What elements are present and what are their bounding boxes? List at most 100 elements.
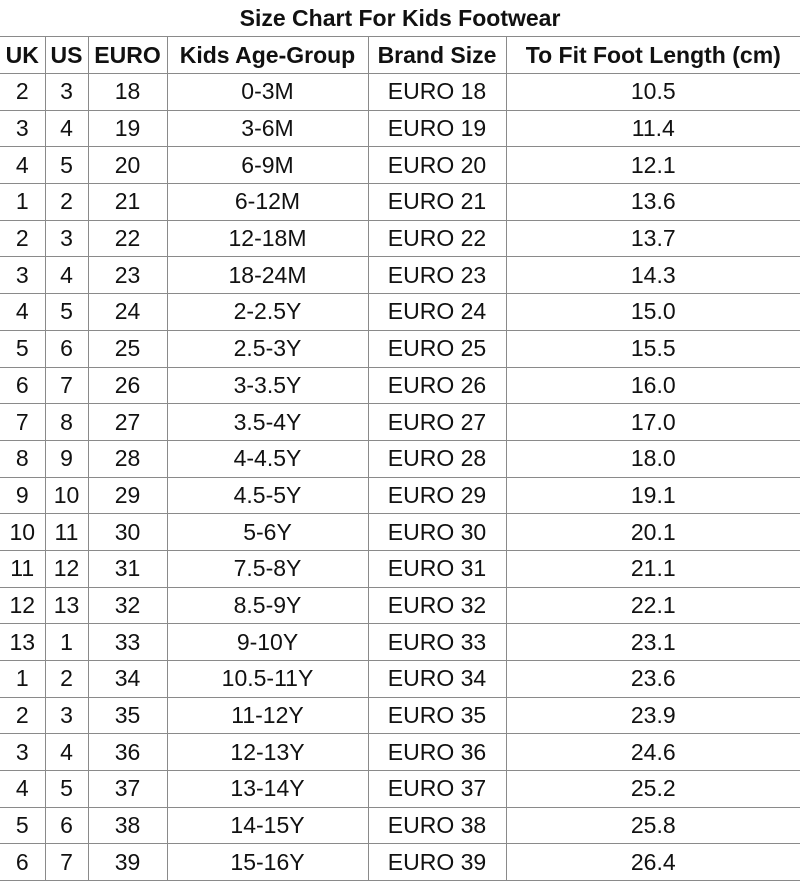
table-row: 13 1 33 9-10Y EURO 33 23.1: [0, 623, 800, 661]
table-cell: 6: [0, 843, 46, 882]
table-row: 3 4 23 18-24M EURO 23 14.3: [0, 256, 800, 295]
table-cell: 26: [87, 366, 168, 405]
table-row: 2 3 35 11-12Y EURO 35 23.9: [0, 696, 800, 735]
table-cell: 7.5-8Y: [166, 549, 369, 588]
column-header: Kids Age-Group: [166, 36, 369, 74]
table-cell: 30: [87, 513, 168, 551]
table-cell: 24.6: [505, 733, 800, 772]
table-cell: 39: [87, 843, 168, 882]
table-cell: 3-6M: [166, 109, 369, 148]
table-cell: 22: [87, 219, 168, 258]
table-cell: 3: [44, 73, 89, 111]
table-cell: 4: [44, 733, 89, 772]
table-cell: 4.5-5Y: [166, 476, 369, 515]
table-cell: 7: [44, 843, 89, 882]
table-cell: EURO 25: [367, 329, 507, 368]
table-cell: 13-14Y: [166, 770, 369, 808]
table-row: 4 5 37 13-14Y EURO 37 25.2: [0, 770, 800, 808]
table-cell: 14.3: [505, 256, 800, 295]
table-cell: 19: [87, 109, 168, 148]
table-cell: 1: [0, 660, 46, 698]
header-row: UK US EURO Kids Age-Group Brand Size To Fit F…: [0, 36, 800, 74]
table-cell: 35: [87, 696, 168, 735]
table-cell: 0-3M: [166, 73, 369, 111]
table-cell: EURO 32: [367, 586, 507, 625]
table-cell: EURO 29: [367, 476, 507, 515]
table-cell: 15-16Y: [166, 843, 369, 882]
table-cell: 2: [44, 183, 89, 221]
table-cell: 28: [87, 439, 168, 478]
table-cell: 5: [0, 329, 46, 368]
table-cell: EURO 33: [367, 623, 507, 661]
table-cell: 6-9M: [166, 146, 369, 185]
table-cell: 32: [87, 586, 168, 625]
table-cell: EURO 22: [367, 219, 507, 258]
table-cell: 19.1: [505, 476, 800, 515]
column-header: UK: [0, 36, 46, 74]
table-cell: 9-10Y: [166, 623, 369, 661]
table-cell: EURO 36: [367, 733, 507, 772]
table-cell: EURO 21: [367, 183, 507, 221]
table-cell: EURO 28: [367, 439, 507, 478]
table-cell: 18: [87, 73, 168, 111]
table-cell: 11.4: [505, 109, 800, 148]
table-cell: 24: [87, 293, 168, 331]
table-cell: 23.1: [505, 623, 800, 661]
table-cell: 21.1: [505, 549, 800, 588]
table-cell: 7: [44, 366, 89, 405]
column-header: US: [44, 36, 89, 74]
table-body: 2 3 18 0-3M EURO 18 10.5 3 4 19 3-6M EURO 19 11.4 4 5…: [0, 73, 800, 882]
table-cell: 2.5-3Y: [166, 329, 369, 368]
table-cell: 2: [44, 660, 89, 698]
table-cell: 18.0: [505, 439, 800, 478]
table-cell: 21: [87, 183, 168, 221]
table-cell: 33: [87, 623, 168, 661]
table-cell: 13.7: [505, 219, 800, 258]
table-cell: 23: [87, 256, 168, 295]
table-cell: 3: [0, 109, 46, 148]
table-cell: 5: [44, 146, 89, 185]
table-cell: 6-12M: [166, 183, 369, 221]
table-row: 10 11 30 5-6Y EURO 30 20.1: [0, 513, 800, 551]
table-row: 2 3 22 12-18M EURO 22 13.7: [0, 219, 800, 258]
table-cell: 15.0: [505, 293, 800, 331]
table-row: 2 3 18 0-3M EURO 18 10.5: [0, 73, 800, 111]
column-header: To Fit Foot Length (cm): [505, 36, 800, 74]
table-cell: 11-12Y: [166, 696, 369, 735]
table-cell: 2-2.5Y: [166, 293, 369, 331]
table-cell: 6: [44, 806, 89, 845]
table-cell: 13: [0, 623, 46, 661]
column-header: EURO: [87, 36, 168, 74]
table-row: 9 10 29 4.5-5Y EURO 29 19.1: [0, 476, 800, 515]
table-cell: 10.5-11Y: [166, 660, 369, 698]
table-cell: 20: [87, 146, 168, 185]
table-row: 7 8 27 3.5-4Y EURO 27 17.0: [0, 403, 800, 441]
table-cell: 29: [87, 476, 168, 515]
table-cell: 25.2: [505, 770, 800, 808]
table-cell: 23.6: [505, 660, 800, 698]
table-cell: 12.1: [505, 146, 800, 185]
table-cell: 5: [0, 806, 46, 845]
table-row: 8 9 28 4-4.5Y EURO 28 18.0: [0, 439, 800, 478]
table-cell: 5-6Y: [166, 513, 369, 551]
table-row: 6 7 26 3-3.5Y EURO 26 16.0: [0, 366, 800, 405]
table-cell: 4: [0, 770, 46, 808]
table-cell: 10: [0, 513, 46, 551]
table-cell: EURO 26: [367, 366, 507, 405]
table-cell: 23.9: [505, 696, 800, 735]
table-cell: 6: [44, 329, 89, 368]
table-cell: 1: [44, 623, 89, 661]
table-cell: 2: [0, 73, 46, 111]
table-cell: 27: [87, 403, 168, 441]
table-cell: 4: [0, 293, 46, 331]
table-row: 5 6 25 2.5-3Y EURO 25 15.5: [0, 329, 800, 368]
table-cell: 38: [87, 806, 168, 845]
table-cell: 15.5: [505, 329, 800, 368]
table-row: 5 6 38 14-15Y EURO 38 25.8: [0, 806, 800, 845]
table-cell: 4: [44, 109, 89, 148]
table-cell: EURO 30: [367, 513, 507, 551]
table-cell: 5: [44, 770, 89, 808]
table-cell: EURO 24: [367, 293, 507, 331]
table-cell: 2: [0, 696, 46, 735]
